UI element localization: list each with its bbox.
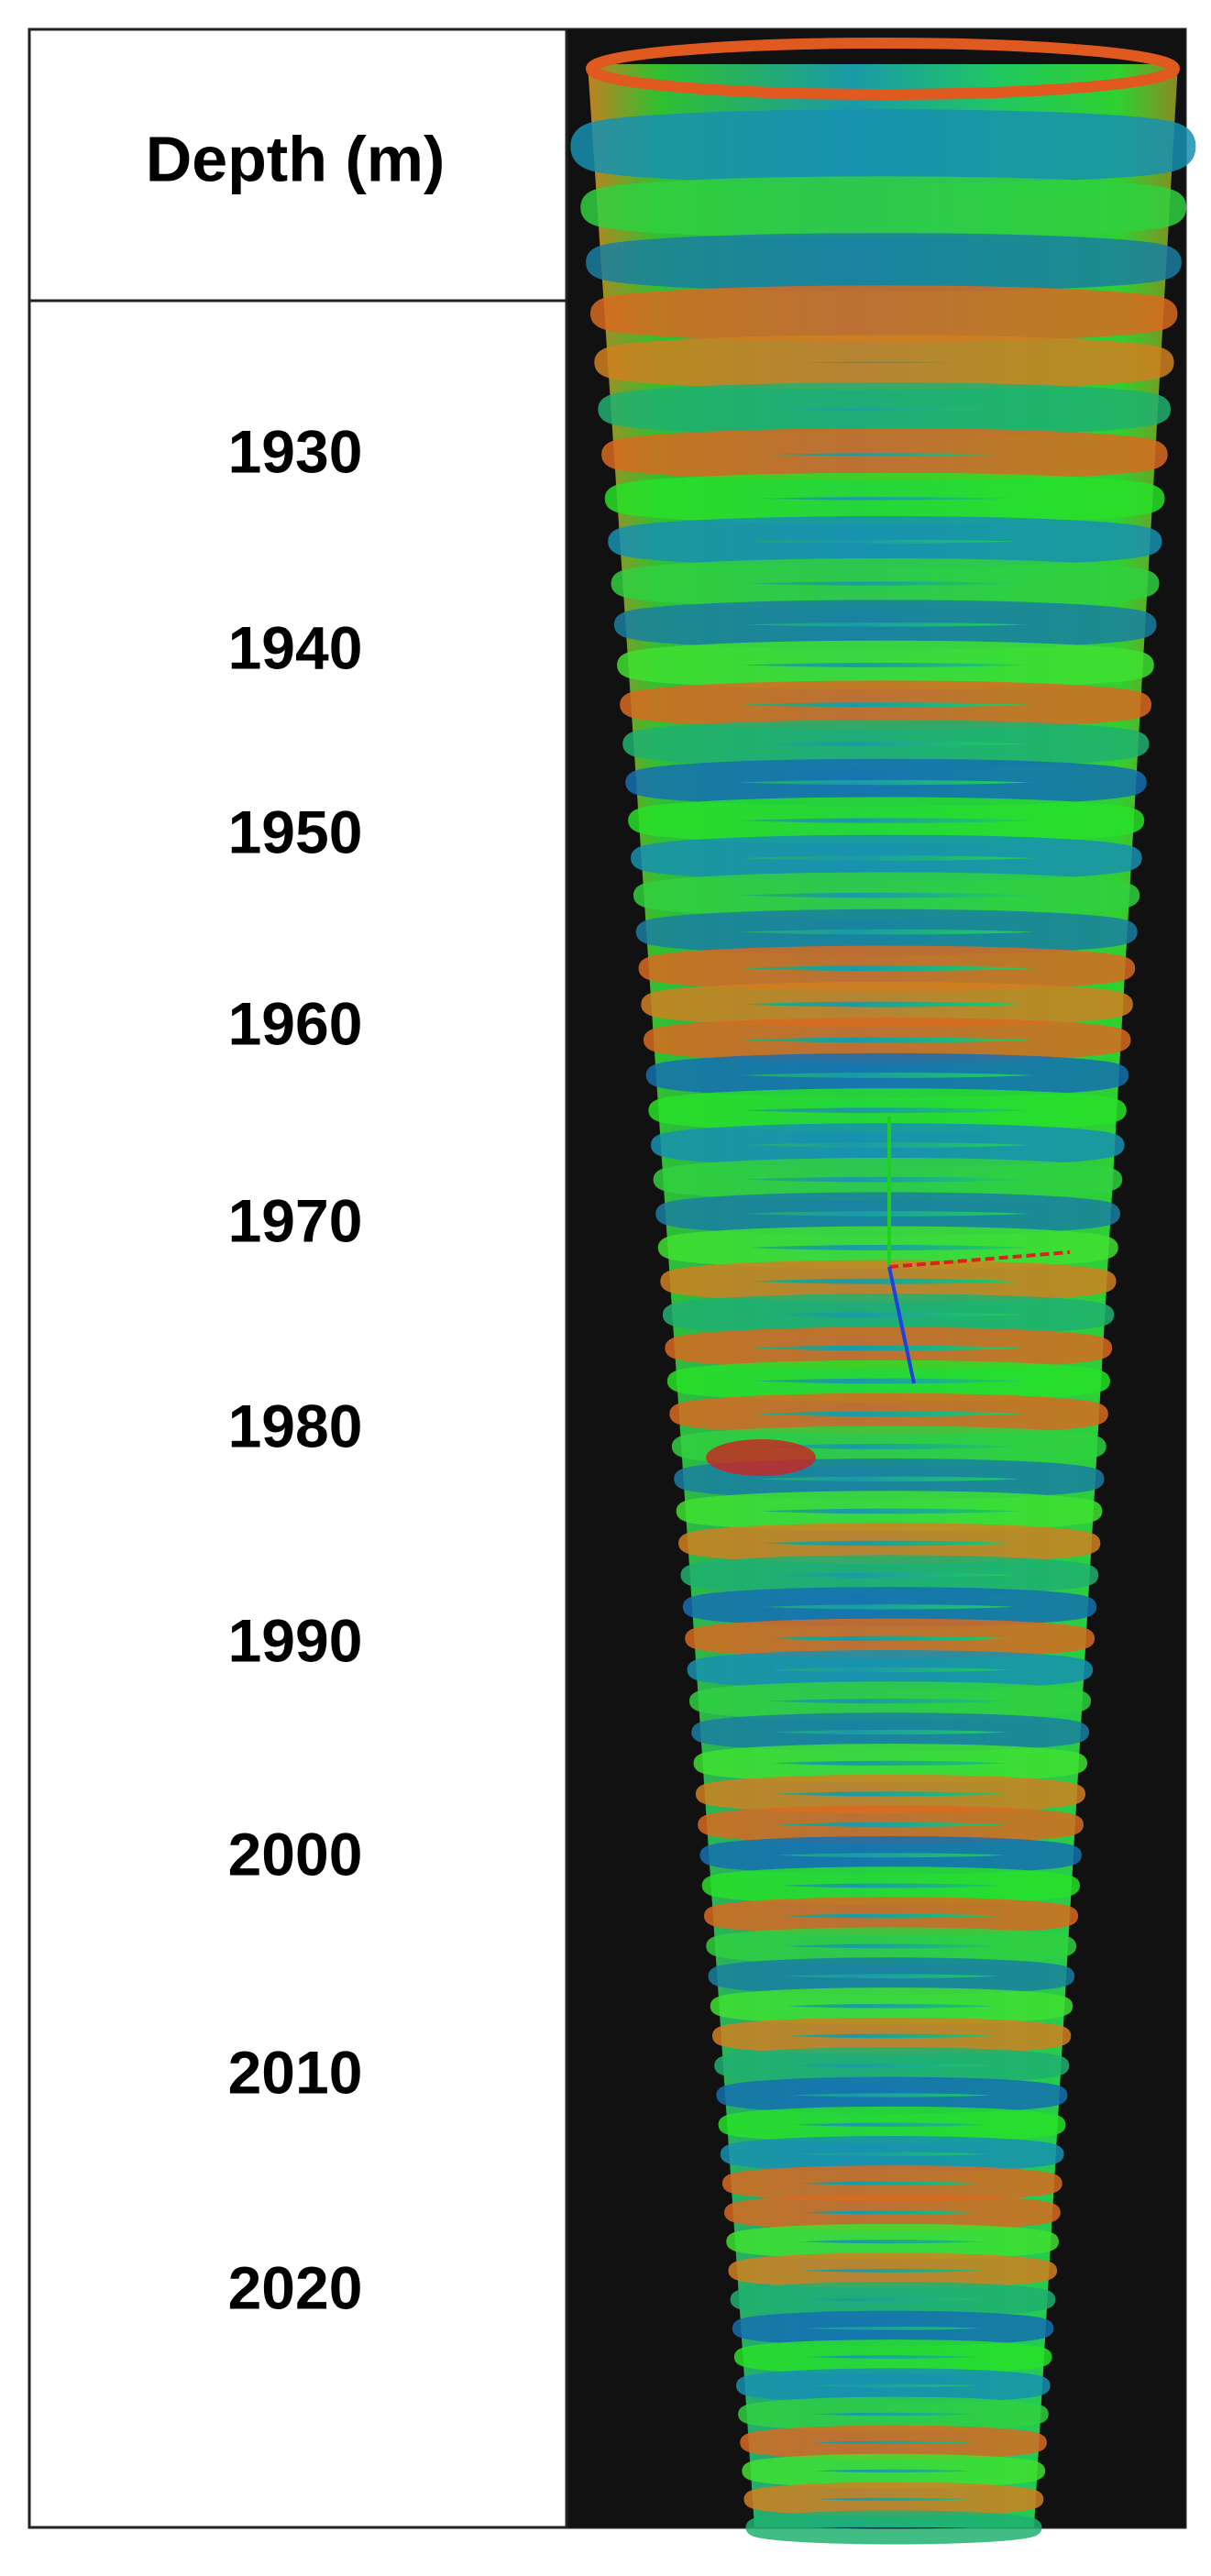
ring — [631, 834, 1142, 882]
ring — [570, 109, 1196, 184]
ring — [687, 1650, 1094, 1690]
ring — [685, 1618, 1095, 1658]
ring — [726, 2223, 1059, 2260]
axis-z — [887, 1266, 916, 1384]
ring — [644, 1018, 1131, 1062]
ring — [604, 472, 1165, 525]
ring — [613, 600, 1157, 650]
depth-label: 1970 — [228, 1186, 363, 1254]
depth-label: 1980 — [228, 1392, 363, 1459]
ring — [716, 2076, 1068, 2114]
header-title: Depth (m) — [146, 123, 446, 194]
ring — [710, 1987, 1073, 2025]
ring — [733, 2339, 1052, 2375]
ring — [622, 720, 1150, 768]
depth-label: 1990 — [228, 1606, 363, 1674]
borehole-render — [570, 38, 1196, 2545]
ring — [680, 1555, 1099, 1596]
ring — [698, 1805, 1084, 1844]
depth-label: 1960 — [228, 989, 363, 1057]
ring — [671, 1426, 1106, 1468]
ring — [678, 1523, 1101, 1564]
depth-label: 1950 — [228, 798, 363, 865]
ring — [738, 2396, 1049, 2432]
ring — [740, 2425, 1047, 2460]
ring — [669, 1393, 1108, 1435]
ring — [724, 2195, 1061, 2231]
ring — [645, 1052, 1129, 1098]
ring — [601, 428, 1168, 481]
ring — [706, 1927, 1077, 1965]
ring — [718, 2106, 1066, 2143]
ring — [691, 1712, 1090, 1752]
ring — [730, 2282, 1056, 2317]
depth-label: 2010 — [228, 2038, 363, 2106]
ring — [688, 1681, 1092, 1722]
depth-label: 1930 — [228, 417, 363, 485]
ring — [594, 335, 1174, 391]
ring — [745, 2510, 1042, 2545]
ring — [708, 1957, 1075, 1996]
highlight — [706, 1439, 816, 1476]
ring — [589, 285, 1178, 342]
ring — [703, 1897, 1079, 1935]
axis-x — [888, 1250, 1071, 1269]
ring — [598, 382, 1172, 436]
ring — [628, 797, 1145, 844]
ring — [701, 1866, 1081, 1905]
ring — [666, 1360, 1110, 1403]
ring — [617, 640, 1154, 690]
ring — [728, 2252, 1058, 2289]
ring — [580, 176, 1187, 239]
ring — [586, 233, 1182, 292]
depth-label: 1940 — [228, 613, 363, 681]
ring — [743, 2482, 1044, 2516]
ring — [676, 1491, 1103, 1532]
ring — [720, 2136, 1064, 2173]
ring — [641, 982, 1133, 1028]
depth-label: 2000 — [228, 1820, 363, 1888]
ring — [638, 945, 1136, 992]
ring — [662, 1294, 1115, 1337]
ring — [693, 1744, 1087, 1783]
ring-top — [586, 38, 1180, 100]
ring — [682, 1587, 1097, 1627]
ring — [714, 2047, 1070, 2085]
ring — [625, 758, 1147, 807]
ring — [732, 2310, 1054, 2346]
ring — [742, 2453, 1046, 2489]
ring — [620, 680, 1152, 730]
ring — [633, 872, 1140, 919]
ring — [735, 2368, 1051, 2404]
ring — [635, 908, 1138, 955]
ring — [674, 1458, 1105, 1500]
ring — [721, 2165, 1062, 2202]
ring — [665, 1327, 1113, 1370]
ring — [611, 558, 1160, 609]
depth-label: 2020 — [228, 2253, 363, 2321]
ring — [699, 1835, 1083, 1875]
ring — [711, 2017, 1072, 2054]
ring — [608, 515, 1162, 567]
orientation-axes — [887, 1116, 1071, 1384]
ring — [695, 1774, 1085, 1813]
